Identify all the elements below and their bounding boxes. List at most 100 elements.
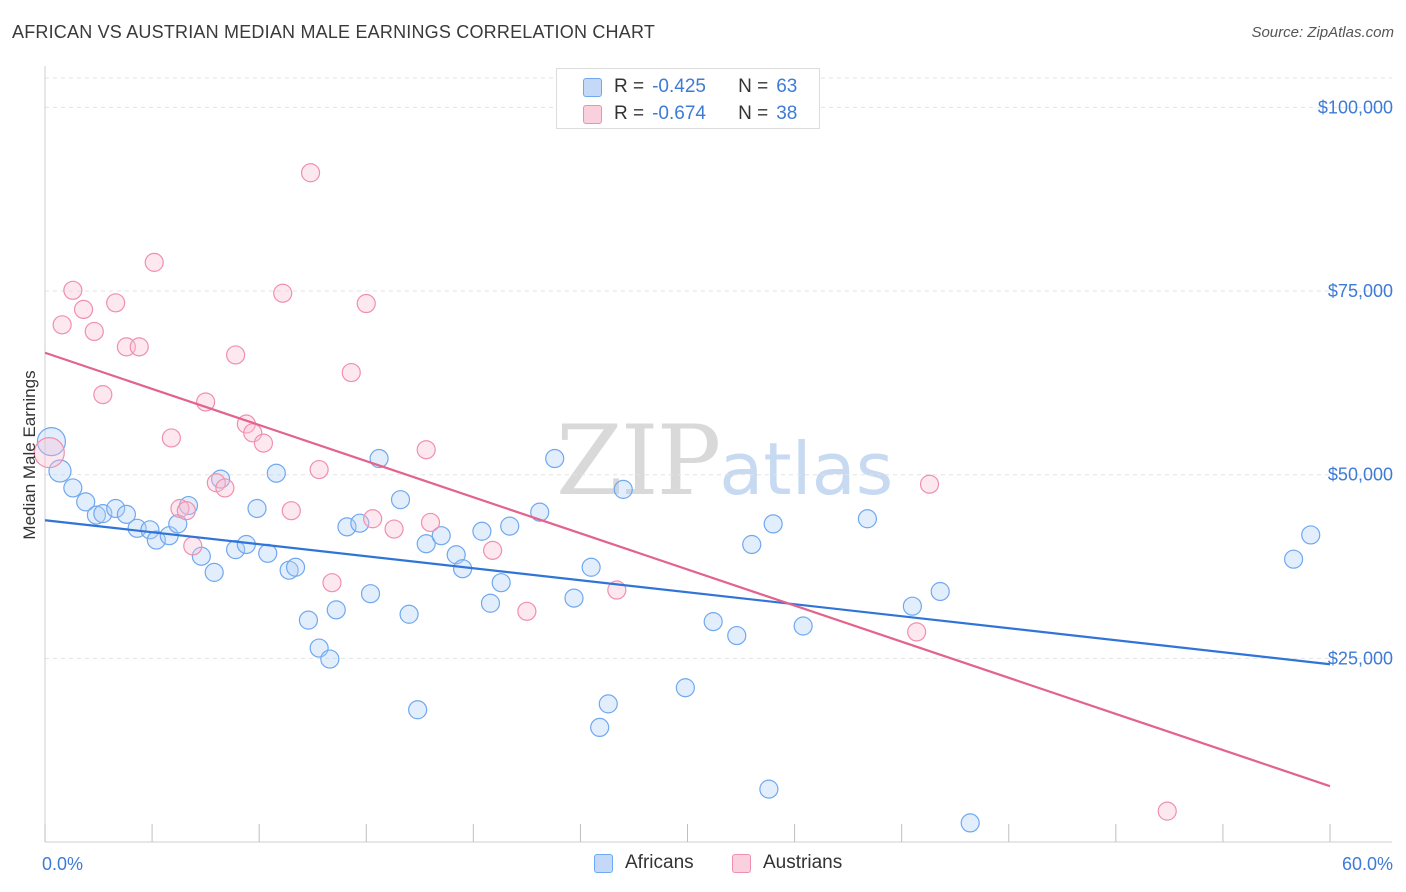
point-africans: [146, 530, 166, 550]
x-tick-label: 0.0%: [42, 854, 83, 874]
point-africans: [106, 498, 126, 519]
point-africans: [116, 504, 136, 524]
point-africans: [472, 521, 492, 541]
point-austrians: [73, 299, 94, 320]
point-africans: [960, 813, 980, 833]
watermark-zip: ZIP: [556, 405, 721, 517]
legend-r-label: R =: [614, 103, 645, 124]
point-austrians: [63, 280, 83, 300]
chart-title: AFRICAN VS AUSTRIAN MEDIAN MALE EARNINGS…: [12, 22, 656, 42]
point-austrians: [93, 385, 113, 405]
point-africans: [337, 517, 357, 537]
legend-row-africans: R = -0.425 N = 63: [557, 73, 797, 101]
point-austrians: [176, 501, 196, 521]
legend-n-value: 38: [776, 103, 798, 124]
point-africans: [703, 612, 723, 632]
y-tick-label: $100,000: [1318, 97, 1393, 117]
x-tick-label: 60.0%: [1342, 854, 1393, 874]
point-africans: [48, 459, 72, 483]
series-label-africans: Africans: [625, 852, 694, 873]
point-africans: [298, 610, 319, 630]
point-africans: [446, 545, 466, 565]
watermark: ZIPatlas: [556, 405, 893, 517]
point-africans: [416, 534, 436, 554]
y-tick-label: $50,000: [1328, 465, 1393, 485]
point-africans: [902, 596, 922, 616]
point-africans: [759, 779, 779, 799]
point-austrians: [84, 321, 104, 342]
trend-line-africans: [44, 519, 1331, 666]
legend-swatch-africans: [583, 77, 602, 97]
legend-r-value: -0.674: [652, 103, 706, 124]
point-africans: [1283, 549, 1304, 569]
legend-swatch-austrians: [583, 104, 602, 124]
legend-n-label: N =: [738, 76, 769, 97]
legend-n-value: 63: [776, 76, 798, 97]
point-africans: [763, 514, 783, 534]
point-africans: [793, 616, 813, 636]
point-africans: [63, 478, 83, 498]
point-africans: [675, 678, 695, 698]
point-austrians: [420, 512, 441, 533]
y-tick-label: $25,000: [1328, 648, 1393, 668]
source-label: Source: ZipAtlas.com: [1251, 24, 1394, 41]
point-africans: [36, 427, 67, 457]
point-africans: [480, 593, 501, 613]
legend-r-value: -0.425: [652, 76, 706, 97]
point-africans: [360, 584, 381, 604]
trend-line-austrians: [44, 351, 1331, 788]
watermark-atlas: atlas: [719, 427, 894, 511]
point-austrians: [309, 459, 329, 480]
points-layer: [33, 163, 1321, 833]
point-africans: [581, 557, 601, 577]
point-austrians: [517, 601, 537, 621]
point-africans: [204, 562, 224, 582]
legend-n-label: N =: [738, 103, 769, 124]
point-africans: [247, 498, 267, 519]
point-austrians: [33, 437, 65, 469]
point-africans: [431, 526, 451, 546]
point-austrians: [52, 315, 72, 335]
point-austrians: [273, 283, 293, 303]
point-africans: [266, 463, 286, 483]
point-africans: [545, 448, 565, 469]
point-africans: [727, 625, 747, 646]
legend-r-label: R =: [614, 76, 645, 97]
point-austrians: [253, 433, 274, 453]
point-africans: [326, 600, 346, 620]
point-austrians: [1157, 801, 1177, 821]
point-africans: [613, 479, 633, 499]
point-africans: [408, 700, 428, 720]
point-austrians: [919, 474, 940, 494]
point-africans: [320, 649, 340, 669]
point-africans: [399, 604, 419, 624]
point-africans: [491, 573, 511, 593]
point-austrians: [356, 293, 376, 314]
point-austrians: [129, 337, 149, 357]
point-africans: [93, 504, 113, 524]
y-axis-label: Median Male Earnings: [20, 370, 39, 540]
point-africans: [598, 694, 618, 714]
series-swatch-austrians: [732, 853, 751, 873]
trend-layer: [44, 351, 1331, 788]
correlation-legend: R = -0.425 N = 63 R = -0.674 N = 38: [556, 68, 820, 129]
point-africans: [390, 490, 411, 510]
series-swatch-africans: [594, 853, 613, 873]
point-austrians: [907, 622, 927, 642]
point-austrians: [341, 362, 361, 383]
point-africans: [590, 717, 610, 738]
point-austrians: [215, 478, 235, 498]
point-austrians: [483, 540, 503, 560]
point-africans: [564, 588, 584, 608]
point-africans: [140, 520, 160, 540]
point-austrians: [183, 536, 203, 556]
point-austrians: [106, 293, 126, 313]
point-africans: [857, 509, 878, 529]
point-austrians: [384, 519, 404, 539]
point-africans: [1301, 525, 1321, 545]
series-legend-austrians: Austrians: [732, 852, 842, 874]
point-africans: [76, 492, 96, 512]
point-austrians: [416, 440, 436, 460]
point-austrians: [300, 163, 321, 183]
